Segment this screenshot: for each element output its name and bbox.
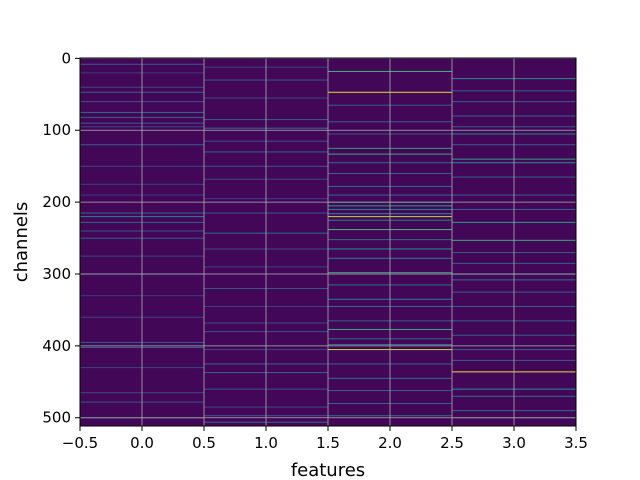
x-tick-label: −0.5 <box>62 434 98 452</box>
x-tick-label: 3.5 <box>564 434 588 452</box>
x-axis-ticks: −0.5 0.0 0.5 1.0 1.5 2.0 2.5 3.0 3.5 <box>62 426 588 452</box>
y-tick-label: 300 <box>42 265 71 283</box>
x-axis-label: features <box>291 460 365 480</box>
x-tick-label: 1.5 <box>316 434 340 452</box>
y-axis-label: channels <box>11 202 32 283</box>
y-tick-label: 500 <box>42 409 71 427</box>
y-axis-ticks: 0 100 200 300 400 500 <box>42 49 80 427</box>
y-tick-label: 200 <box>42 193 71 211</box>
y-tick-label: 0 <box>61 49 71 67</box>
x-tick-label: 2.0 <box>378 434 402 452</box>
x-tick-label: 2.5 <box>440 434 464 452</box>
x-tick-label: 0.0 <box>130 434 154 452</box>
x-tick-label: 0.5 <box>192 434 216 452</box>
x-tick-label: 1.0 <box>254 434 278 452</box>
x-tick-label: 3.0 <box>502 434 526 452</box>
y-tick-label: 400 <box>42 337 71 355</box>
y-tick-label: 100 <box>42 121 71 139</box>
